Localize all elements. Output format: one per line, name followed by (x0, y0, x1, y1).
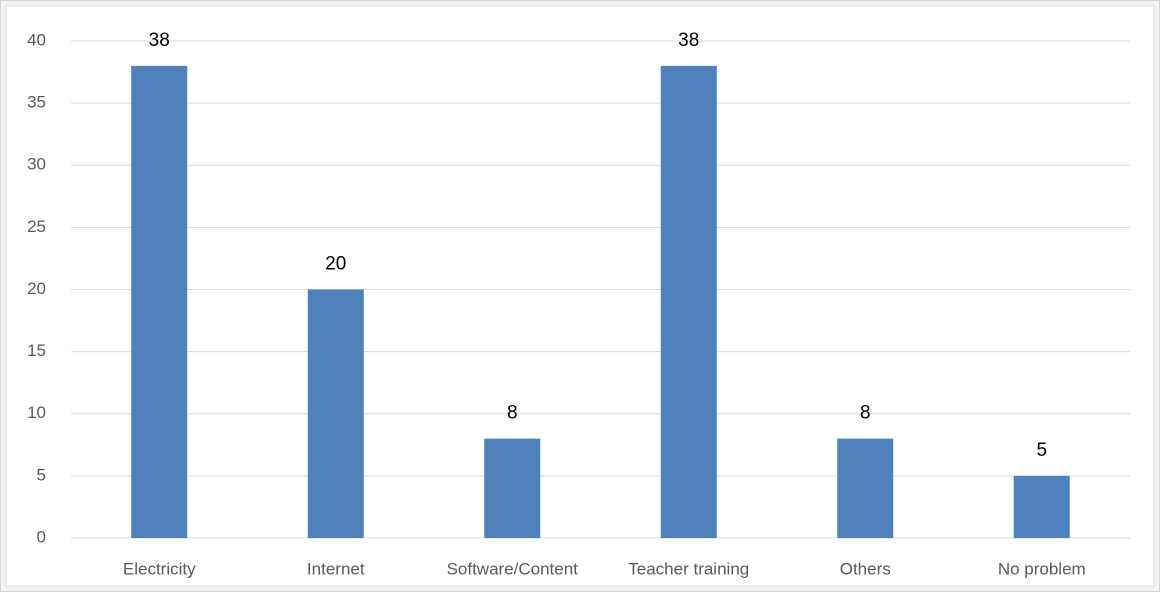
y-tick-label: 0 (37, 527, 46, 546)
x-tick-label: Others (840, 559, 891, 578)
y-tick-label: 20 (27, 279, 46, 298)
data-label: 20 (325, 254, 346, 275)
bar (1013, 475, 1070, 538)
bar (307, 289, 364, 538)
y-tick-label: 35 (27, 93, 46, 112)
x-tick-label: No problem (998, 559, 1086, 578)
data-label: 38 (678, 30, 699, 51)
x-tick-label: Teacher training (628, 559, 749, 578)
y-tick-label: 40 (27, 30, 46, 49)
data-label: 8 (507, 403, 518, 424)
data-label: 8 (860, 403, 871, 424)
x-tick-label: Internet (307, 559, 365, 578)
data-label: 5 (1036, 440, 1047, 461)
y-tick-label: 15 (27, 341, 46, 360)
bar (660, 65, 717, 538)
y-tick-label: 30 (27, 155, 46, 174)
bar (837, 438, 894, 538)
y-tick-label: 25 (27, 217, 46, 236)
bar (131, 65, 188, 538)
y-tick-label: 10 (27, 403, 46, 422)
y-tick-label: 5 (37, 465, 46, 484)
bar (484, 438, 541, 538)
x-tick-label: Software/Content (447, 559, 579, 578)
x-tick-label: Electricity (123, 559, 196, 578)
data-label: 38 (149, 30, 170, 51)
